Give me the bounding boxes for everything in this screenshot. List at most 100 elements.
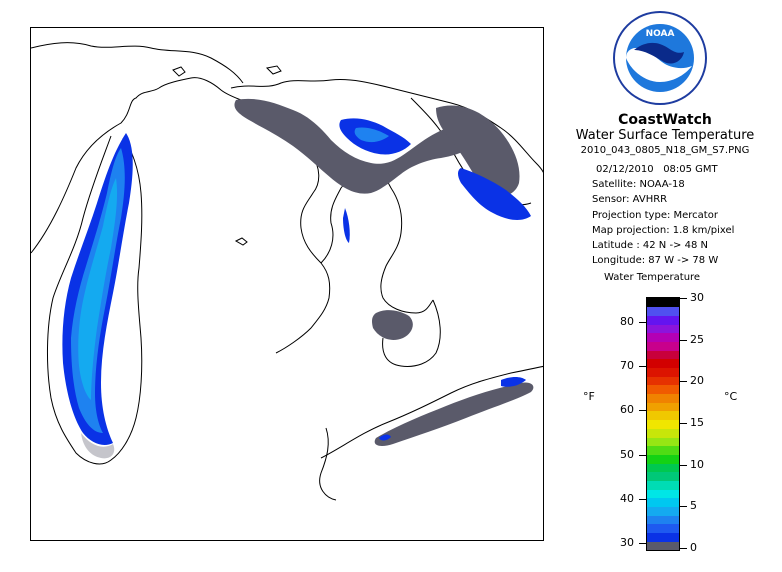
colorbar-swatch bbox=[647, 471, 679, 481]
celsius-tick-label: 30 bbox=[690, 291, 704, 304]
celsius-tick-mark bbox=[680, 506, 687, 508]
filename: 2010_043_0805_N18_GM_S7.PNG bbox=[580, 145, 750, 156]
fahrenheit-tick-label: 40 bbox=[620, 491, 634, 505]
sensor-row: Sensor: AVHRR bbox=[592, 194, 668, 206]
product-subtitle: Water Surface Temperature bbox=[575, 128, 755, 143]
colorbar-swatch bbox=[647, 515, 679, 525]
date-value: 02/12/2010 bbox=[596, 164, 654, 175]
lake-erie-shore bbox=[320, 365, 543, 459]
celsius-tick-label: 10 bbox=[690, 457, 704, 471]
island-1 bbox=[234, 237, 248, 246]
temperature-colorbar bbox=[646, 297, 680, 551]
celsius-tick-mark bbox=[680, 423, 687, 424]
colorbar-swatch bbox=[647, 315, 679, 325]
celsius-tick-label: 5 bbox=[690, 499, 697, 513]
huron-bay-strip bbox=[343, 208, 350, 243]
celsius-tick-mark bbox=[680, 548, 687, 549]
fahrenheit-tick-label: 70 bbox=[620, 359, 634, 373]
celsius-tick-mark bbox=[680, 464, 687, 466]
fahrenheit-tick-mark bbox=[639, 366, 646, 368]
colorbar-swatch bbox=[647, 445, 679, 455]
colorbar-swatch bbox=[647, 367, 679, 377]
legend-title: Water Temperature bbox=[604, 272, 701, 283]
colorbar-swatch bbox=[647, 489, 679, 499]
colorbar-swatch bbox=[647, 306, 679, 316]
map-projection-row: Map projection: 1.8 km/pixel bbox=[592, 224, 735, 236]
erie-ice bbox=[374, 382, 534, 446]
fahrenheit-tick-mark bbox=[639, 454, 646, 456]
lake-michigan-temps bbox=[62, 133, 133, 459]
fahrenheit-tick-mark bbox=[639, 543, 646, 544]
huron-thumb-ice bbox=[372, 310, 413, 340]
longitude-row: Longitude: 87 W -> 78 W bbox=[592, 255, 719, 267]
fahrenheit-tick-label: 30 bbox=[620, 536, 634, 549]
noaa-logo-icon: NOAA bbox=[613, 11, 707, 105]
unit-celsius: °C bbox=[724, 390, 738, 403]
huron-north-mid bbox=[354, 127, 389, 143]
fahrenheit-tick-label: 50 bbox=[620, 447, 634, 461]
colorbar-swatch bbox=[647, 332, 679, 342]
fahrenheit-tick-mark bbox=[639, 498, 646, 500]
fahrenheit-tick-label: 80 bbox=[620, 315, 634, 328]
unit-fahrenheit: °F bbox=[583, 390, 595, 403]
colorbar-swatch bbox=[647, 358, 679, 368]
colorbar-swatch bbox=[647, 419, 679, 429]
colorbar-swatch bbox=[647, 324, 679, 334]
colorbar-swatch bbox=[647, 497, 679, 508]
michigan-west-shore bbox=[46, 135, 143, 465]
colorbar-swatch bbox=[647, 463, 679, 473]
celsius-tick-label: 20 bbox=[690, 374, 704, 388]
colorbar-swatch bbox=[647, 402, 679, 412]
georgian-bay-ice bbox=[436, 105, 520, 197]
colorbar-swatch bbox=[647, 480, 679, 490]
celsius-tick-label: 0 bbox=[690, 541, 697, 554]
island-2 bbox=[172, 66, 186, 77]
celsius-tick-label: 15 bbox=[690, 416, 704, 429]
north-shore bbox=[31, 42, 244, 84]
colorbar-swatch bbox=[647, 523, 679, 534]
celsius-tick-mark bbox=[680, 298, 687, 299]
ontario-shore bbox=[230, 79, 543, 173]
fahrenheit-tick-mark bbox=[639, 410, 646, 412]
island-3 bbox=[265, 65, 282, 75]
lake-huron-temps bbox=[234, 98, 531, 340]
erie-dark-west bbox=[379, 434, 391, 441]
lake-michigan-ice bbox=[81, 433, 115, 459]
colorbar-swatch bbox=[647, 428, 679, 438]
celsius-tick-label: 25 bbox=[690, 332, 704, 346]
colorbar-swatch bbox=[647, 298, 679, 308]
projection-type-row: Projection type: Mercator bbox=[592, 209, 718, 221]
colorbar-swatch bbox=[647, 410, 679, 421]
satellite-row: Satellite: NOAA-18 bbox=[592, 179, 685, 191]
lake-erie-temps bbox=[374, 377, 534, 446]
colorbar-swatch bbox=[647, 437, 679, 447]
detroit-coast bbox=[319, 427, 337, 501]
datetime-row: 02/12/2010 08:05 GMT bbox=[592, 162, 734, 177]
colorbar-swatch bbox=[647, 506, 679, 516]
colorbar-swatch bbox=[647, 541, 679, 551]
info-panel: CoastWatch Water Surface Temperature 201… bbox=[560, 112, 770, 158]
colorbar-swatch bbox=[647, 341, 679, 351]
colorbar-swatch bbox=[647, 454, 679, 464]
michigan-thumb-shore bbox=[320, 167, 434, 314]
app-title: CoastWatch bbox=[618, 112, 712, 128]
time-value: 08:05 GMT bbox=[663, 164, 718, 175]
huron-north-ice bbox=[234, 98, 476, 194]
celsius-tick-mark bbox=[680, 381, 687, 383]
lake-huron-south bbox=[382, 299, 441, 367]
colorbar-swatch bbox=[647, 393, 679, 403]
lake-michigan-light bbox=[78, 178, 118, 400]
erie-dark bbox=[501, 377, 526, 387]
georgian-bay-dark bbox=[458, 168, 531, 220]
celsius-tick-mark bbox=[680, 339, 687, 341]
map-canvas bbox=[31, 42, 543, 501]
map-panel bbox=[30, 27, 544, 541]
colorbar-swatch bbox=[647, 350, 679, 360]
fahrenheit-tick-mark bbox=[639, 322, 646, 323]
coastlines bbox=[31, 42, 543, 501]
metadata-list: 02/12/2010 08:05 GMT Satellite: NOAA-18 … bbox=[592, 162, 734, 268]
logo-text: NOAA bbox=[646, 29, 675, 39]
fahrenheit-tick-label: 60 bbox=[620, 403, 634, 417]
latitude-row: Latitude : 42 N -> 48 N bbox=[592, 240, 708, 252]
colorbar-swatch bbox=[647, 376, 679, 386]
